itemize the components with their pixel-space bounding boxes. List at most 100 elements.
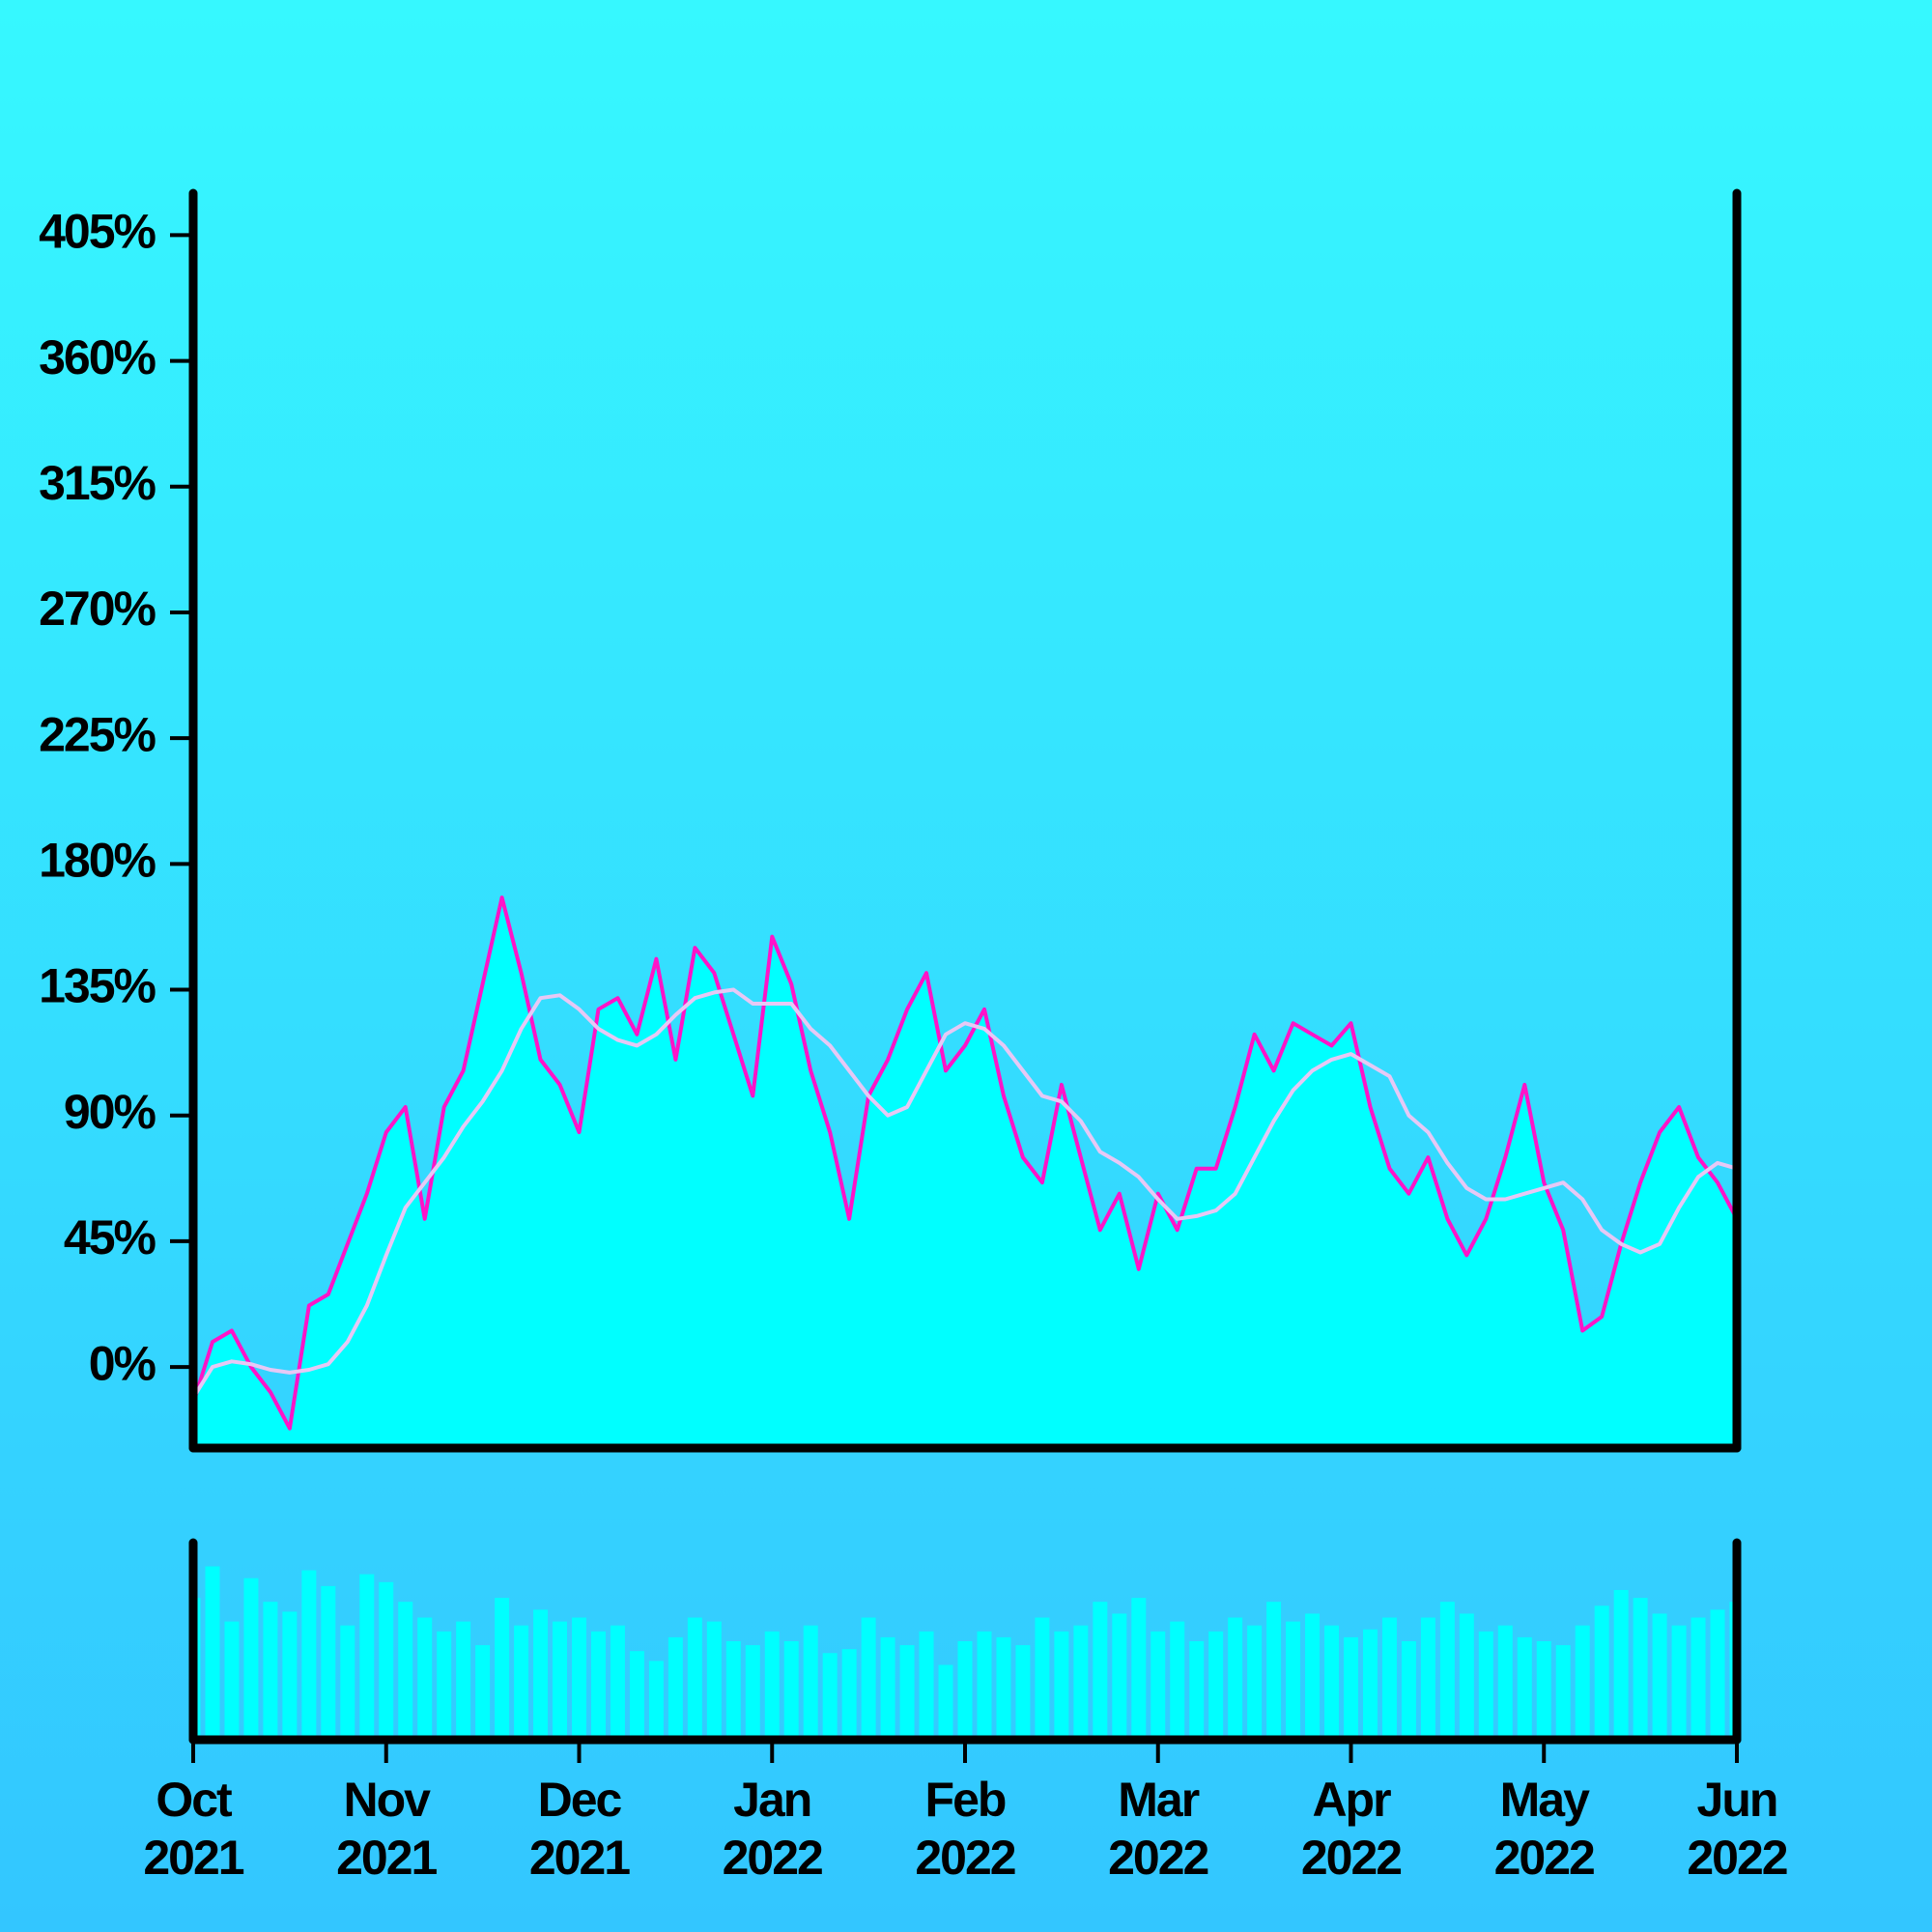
y-tick-label: 270% <box>39 582 156 636</box>
volume-bar <box>340 1625 355 1740</box>
x-tick-label-line: 2022 <box>1494 1831 1594 1885</box>
volume-bar <box>379 1581 394 1740</box>
volume-bar <box>359 1574 375 1740</box>
volume-bar <box>687 1617 702 1740</box>
volume-bar <box>475 1645 491 1740</box>
x-tick-label-line: 2021 <box>529 1831 630 1885</box>
x-tick-label: Oct 2021 <box>143 1773 243 1885</box>
volume-bar <box>745 1645 760 1740</box>
volume-bar <box>1131 1598 1147 1740</box>
x-tick-label-line: Feb <box>925 1773 1006 1827</box>
volume-bar <box>1633 1598 1648 1740</box>
volume-bar <box>205 1566 220 1740</box>
volume-bar <box>456 1621 471 1740</box>
volume-bar <box>1710 1609 1725 1740</box>
volume-bar <box>938 1664 953 1740</box>
volume-bar <box>1286 1621 1301 1740</box>
volume-bar <box>1324 1625 1340 1740</box>
volume-bar <box>1459 1613 1474 1740</box>
volume-bar <box>648 1661 664 1740</box>
volume-bar <box>783 1641 799 1740</box>
area <box>193 897 1737 1448</box>
volume-bar <box>437 1631 452 1740</box>
volume-bar <box>1575 1625 1590 1740</box>
volume-bar <box>957 1641 973 1740</box>
volume-bar <box>321 1585 336 1740</box>
volume-bar <box>1381 1617 1397 1740</box>
volume-bar <box>610 1625 625 1740</box>
volume-bar <box>1035 1617 1050 1740</box>
volume-bar <box>1594 1605 1609 1740</box>
volume-bar <box>590 1631 606 1740</box>
volume-bar <box>1015 1645 1031 1740</box>
y-tick-label: 0% <box>89 1336 156 1390</box>
volume-bar <box>1344 1636 1358 1740</box>
x-tick-label-line: 2022 <box>1301 1831 1401 1885</box>
y-tick-label: 360% <box>39 330 156 384</box>
volume-bar <box>977 1631 992 1740</box>
volume-bar <box>899 1645 915 1740</box>
volume-bar <box>1073 1625 1089 1740</box>
volume-bar <box>1054 1631 1069 1740</box>
volume-bar <box>572 1617 586 1740</box>
volume-bar <box>1690 1617 1706 1740</box>
x-tick-label-line: Apr <box>1312 1773 1391 1827</box>
volume-bar <box>803 1625 818 1740</box>
volume-bar <box>1517 1636 1532 1740</box>
volume-bar <box>1478 1631 1493 1740</box>
x-tick-label: Apr 2022 <box>1301 1773 1401 1885</box>
volume-bar <box>243 1577 259 1740</box>
x-tick-label: Feb 2022 <box>915 1773 1014 1885</box>
x-tick-label-line: Mar <box>1118 1773 1199 1827</box>
volume-bar <box>224 1621 240 1740</box>
x-tick-label: Jan 2022 <box>723 1773 822 1885</box>
y-tick-label: 45% <box>64 1210 156 1264</box>
volume-bar <box>1362 1629 1378 1740</box>
volume-bar <box>1401 1641 1416 1740</box>
volume-bar <box>1555 1645 1571 1740</box>
volume-bar <box>764 1631 780 1740</box>
volume-bar <box>417 1617 433 1740</box>
volume-bar <box>1228 1617 1243 1740</box>
volume-bar <box>263 1602 278 1740</box>
volume-bar <box>919 1631 934 1740</box>
volume-bar <box>1112 1613 1127 1740</box>
x-tick-label: May 2022 <box>1494 1773 1594 1885</box>
volume-bar <box>1208 1631 1224 1740</box>
volume-bar <box>1439 1602 1455 1740</box>
y-tick-label: 315% <box>39 456 156 510</box>
volume-bar <box>1151 1631 1166 1740</box>
x-tick-label-line: Nov <box>344 1773 432 1827</box>
y-tick-label: 180% <box>39 834 156 888</box>
line <box>191 895 1739 1431</box>
volume-bar <box>822 1653 838 1740</box>
volume-bar <box>1420 1617 1435 1740</box>
volume-bar <box>668 1636 683 1740</box>
volume-bar <box>301 1570 317 1740</box>
x-tick-label: Jun 2022 <box>1687 1773 1786 1885</box>
volume-bar <box>553 1621 568 1740</box>
x-tick-label-line: 2022 <box>915 1831 1014 1885</box>
y-tick-label: 90% <box>64 1085 156 1139</box>
volume-bar <box>1497 1625 1513 1740</box>
volume-bar <box>880 1636 895 1740</box>
volume-bar <box>1247 1625 1263 1740</box>
x-tick-label-line: Jun <box>1697 1773 1777 1827</box>
volume-bar <box>1093 1602 1108 1740</box>
volume-bar <box>1671 1625 1687 1740</box>
x-tick-label-line: Jan <box>733 1773 810 1827</box>
volume-bar <box>1613 1589 1629 1740</box>
y-tick-label: 225% <box>39 707 156 761</box>
volume-bar <box>1652 1613 1667 1740</box>
volume-bar <box>841 1649 857 1740</box>
volume-bar <box>282 1611 298 1740</box>
y-tick-label: 135% <box>39 959 156 1013</box>
volume-bar <box>996 1636 1011 1740</box>
volume-bar <box>629 1651 644 1740</box>
x-tick-label: Nov 2021 <box>336 1773 437 1885</box>
volume-bar <box>398 1602 413 1740</box>
volume-bar <box>495 1598 510 1740</box>
x-tick-label-line: Dec <box>538 1773 622 1827</box>
